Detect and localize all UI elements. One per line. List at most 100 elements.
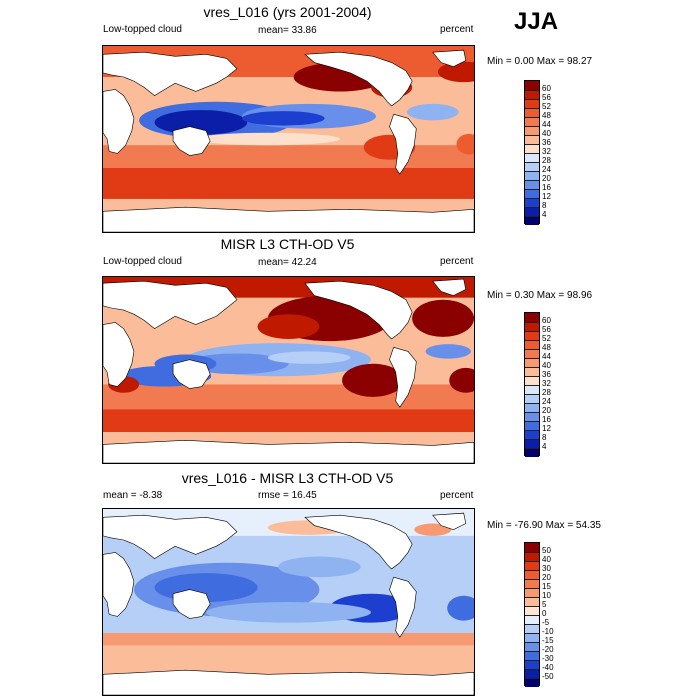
units-label: percent [440, 256, 474, 267]
colorbar-box [525, 385, 539, 394]
colorbar-tick-label: 52 [542, 334, 551, 343]
colorbar-box [525, 117, 539, 126]
colorbar-box [525, 439, 539, 448]
colorbar-box [525, 376, 539, 385]
colorbar-tick-label: -10 [542, 627, 554, 636]
colorbar-tick-label: 30 [542, 564, 551, 573]
units-label: percent [440, 24, 474, 35]
colorbar-box [525, 358, 539, 367]
panel-title: MISR L3 CTH-OD V5 [220, 236, 355, 252]
colorbar-tick-label: 8 [542, 201, 547, 210]
colorbar [524, 312, 540, 457]
colorbar-box [525, 624, 539, 633]
colorbar-box [525, 90, 539, 99]
colorbar-tick-label: 0 [542, 609, 547, 618]
colorbar-box [525, 99, 539, 108]
colorbar-box [525, 403, 539, 412]
colorbar-tick-label: -5 [542, 618, 550, 627]
colorbar-tick-label: 10 [542, 591, 551, 600]
colorbar-box [525, 189, 539, 198]
rmse-label: rmse = 16.45 [258, 490, 317, 501]
colorbar-box [525, 606, 539, 615]
colorbar-box [525, 412, 539, 421]
colorbar-tick-label: 36 [542, 138, 551, 147]
colorbar-box [525, 340, 539, 349]
minmax-label: Min = 0.00 Max = 98.27 [487, 56, 593, 67]
colorbar-tick-label: 16 [542, 415, 551, 424]
colorbar-tick-label: 4 [542, 210, 547, 219]
colorbar-box [525, 660, 539, 669]
colorbar-tick-label: 12 [542, 192, 551, 201]
colorbar-box [525, 198, 539, 207]
colorbar-tick-label: 8 [542, 433, 547, 442]
colorbar-box [525, 552, 539, 561]
colorbar-box [525, 394, 539, 403]
variable-label: Low-topped cloud [103, 24, 182, 35]
panel-title: vres_L016 - MISR L3 CTH-OD V5 [181, 470, 394, 486]
colorbar-tick-label: 50 [542, 546, 551, 555]
mean-label: mean= 42.24 [258, 257, 317, 268]
map-difference [102, 508, 475, 696]
map-model [102, 45, 475, 233]
colorbar-box [525, 81, 539, 90]
colorbar-tick-label: 24 [542, 165, 551, 174]
colorbar-box [525, 349, 539, 358]
colorbar-box [525, 162, 539, 171]
colorbar-box [525, 597, 539, 606]
colorbar-box [525, 561, 539, 570]
colorbar-box [525, 180, 539, 189]
colorbar-box [525, 651, 539, 660]
colorbar-tick-label: 20 [542, 573, 551, 582]
colorbar-box [525, 322, 539, 331]
colorbar-tick-label: 40 [542, 555, 551, 564]
colorbar-tick-label: 20 [542, 174, 551, 183]
colorbar-tick-label: 15 [542, 582, 551, 591]
colorbar-tick-label: 24 [542, 397, 551, 406]
colorbar-box [525, 144, 539, 153]
map-obs [102, 276, 475, 464]
colorbar-box [525, 207, 539, 216]
colorbar [524, 80, 540, 225]
colorbar-tick-label: 44 [542, 352, 551, 361]
colorbar-tick-label: 36 [542, 370, 551, 379]
colorbar-box [525, 430, 539, 439]
variable-label: Low-topped cloud [103, 256, 182, 267]
colorbar-tick-label: 60 [542, 84, 551, 93]
colorbar-tick-label: 32 [542, 379, 551, 388]
colorbar-box [525, 216, 539, 225]
colorbar-box [525, 579, 539, 588]
colorbar-box [525, 669, 539, 678]
colorbar-box [525, 126, 539, 135]
colorbar-tick-label: 20 [542, 406, 551, 415]
colorbar-box [525, 588, 539, 597]
season-label: JJA [514, 8, 559, 35]
colorbar-tick-label: 16 [542, 183, 551, 192]
colorbar-box [525, 633, 539, 642]
colorbar-tick-label: 4 [542, 442, 547, 451]
mean-label: mean = -8.38 [103, 490, 163, 501]
colorbar-tick-label: -40 [542, 663, 554, 672]
colorbar-box [525, 570, 539, 579]
colorbar-tick-label: 48 [542, 111, 551, 120]
colorbar-tick-label: -20 [542, 645, 554, 654]
colorbar-box [525, 367, 539, 376]
colorbar-tick-label: 28 [542, 156, 551, 165]
colorbar-tick-label: 5 [542, 600, 547, 609]
colorbar-tick-label: 44 [542, 120, 551, 129]
colorbar-tick-label: 40 [542, 129, 551, 138]
colorbar-box [525, 642, 539, 651]
colorbar-tick-label: 12 [542, 424, 551, 433]
panel-title: vres_L016 (yrs 2001-2004) [203, 4, 372, 20]
minmax-label: Min = 0.30 Max = 98.96 [487, 290, 593, 301]
colorbar-tick-label: 52 [542, 102, 551, 111]
units-label: percent [440, 490, 474, 501]
colorbar-box [525, 135, 539, 144]
colorbar-tick-label: 48 [542, 343, 551, 352]
colorbar-box [525, 543, 539, 552]
colorbar-box [525, 108, 539, 117]
colorbar-box [525, 171, 539, 180]
mean-label: mean= 33.86 [258, 25, 317, 36]
minmax-label: Min = -76.90 Max = 54.35 [487, 520, 601, 531]
colorbar-tick-label: 40 [542, 361, 551, 370]
colorbar-box [525, 615, 539, 624]
